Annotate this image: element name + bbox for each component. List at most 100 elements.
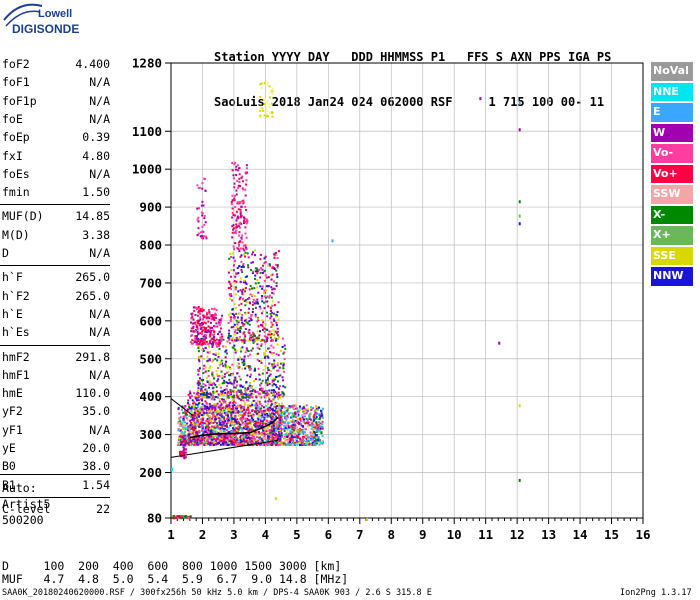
echo-point xyxy=(253,277,256,280)
echo-point xyxy=(275,254,278,257)
echo-point xyxy=(252,331,255,334)
echo-point xyxy=(201,187,204,190)
echo-point xyxy=(202,335,205,338)
echo-point xyxy=(220,393,223,396)
echo-point xyxy=(279,415,282,418)
echo-point xyxy=(197,346,200,349)
echo-point xyxy=(249,413,252,416)
echo-point xyxy=(286,429,289,432)
echo-point xyxy=(192,327,195,330)
echo-point xyxy=(278,413,281,416)
echo-point xyxy=(255,405,258,408)
echo-point xyxy=(265,300,268,303)
param-value: N/A xyxy=(89,306,110,321)
echo-point xyxy=(223,430,226,433)
echo-point xyxy=(275,430,278,433)
echo-point xyxy=(255,337,258,340)
echo-point xyxy=(197,320,200,323)
echo-point xyxy=(305,440,308,443)
echo-point xyxy=(198,426,201,429)
echo-point xyxy=(293,412,296,415)
echo-point xyxy=(267,276,270,279)
echo-point xyxy=(192,428,195,431)
echo-point xyxy=(270,425,273,428)
echo-point xyxy=(226,437,229,440)
echo-point xyxy=(207,426,210,429)
echo-point xyxy=(312,434,315,437)
echo-point xyxy=(317,418,320,421)
virtual-height-trace xyxy=(189,416,279,439)
echo-point xyxy=(275,376,278,379)
echo-point xyxy=(303,418,306,421)
echo-point xyxy=(191,405,194,408)
echo-point xyxy=(270,420,273,423)
echo-point xyxy=(241,443,244,446)
echo-point xyxy=(254,431,257,434)
echo-point xyxy=(182,411,185,414)
echo-point xyxy=(197,358,200,361)
echo-point xyxy=(258,334,261,337)
echo-point xyxy=(312,443,315,446)
param-value: N/A xyxy=(89,367,110,382)
echo-point xyxy=(201,348,204,351)
echo-point xyxy=(287,434,290,437)
echo-point xyxy=(240,260,243,263)
echo-point xyxy=(245,248,248,251)
echo-point xyxy=(219,440,222,443)
echo-point xyxy=(239,327,242,330)
echo-point xyxy=(269,274,272,277)
echo-point xyxy=(308,416,311,419)
echo-point xyxy=(198,415,201,418)
echo-point xyxy=(267,356,270,359)
echo-point xyxy=(201,423,204,426)
echo-point xyxy=(200,389,203,392)
echo-point xyxy=(202,357,205,360)
echo-point xyxy=(269,112,272,115)
echo-point xyxy=(195,443,198,446)
echo-point xyxy=(266,371,269,374)
echo-point xyxy=(215,314,218,317)
echo-point xyxy=(256,343,259,346)
echo-point xyxy=(212,430,215,433)
header-labels: Station YYYY DAY DDD HHMMSS P1 FFS S AXN… xyxy=(214,50,612,64)
echo-point xyxy=(269,333,272,336)
echo-point xyxy=(201,403,204,406)
echo-point xyxy=(260,442,263,445)
echo-point xyxy=(275,284,278,287)
param-value: 110.0 xyxy=(75,386,110,401)
echo-point xyxy=(296,411,299,414)
echo-point xyxy=(271,87,274,90)
echo-point xyxy=(238,389,241,392)
echo-point xyxy=(208,392,211,395)
echo-point xyxy=(238,327,241,330)
echo-point xyxy=(201,230,204,233)
echo-point xyxy=(230,408,233,411)
echo-point xyxy=(227,287,230,290)
echo-point xyxy=(284,437,287,440)
echo-point xyxy=(240,302,243,305)
echo-point xyxy=(230,439,233,442)
isolated-echo xyxy=(518,214,521,218)
echo-point xyxy=(275,353,278,356)
echo-point xyxy=(240,268,243,271)
echo-point xyxy=(214,418,217,421)
echo-point xyxy=(197,307,200,310)
echo-point xyxy=(199,440,202,443)
echo-point xyxy=(266,300,269,303)
echo-point xyxy=(221,407,224,410)
echo-point xyxy=(248,421,251,424)
echo-point xyxy=(181,443,184,446)
echo-point xyxy=(179,516,182,519)
echo-point xyxy=(216,430,219,433)
echo-point xyxy=(224,364,227,367)
echo-point xyxy=(224,407,227,410)
echo-point xyxy=(256,413,259,416)
echo-point xyxy=(247,393,250,396)
echo-point xyxy=(257,352,260,355)
echo-point xyxy=(267,400,270,403)
echo-point xyxy=(225,352,228,355)
echo-point xyxy=(219,428,222,431)
echo-point xyxy=(219,361,222,364)
echo-point xyxy=(312,424,315,427)
echo-point xyxy=(208,311,211,314)
